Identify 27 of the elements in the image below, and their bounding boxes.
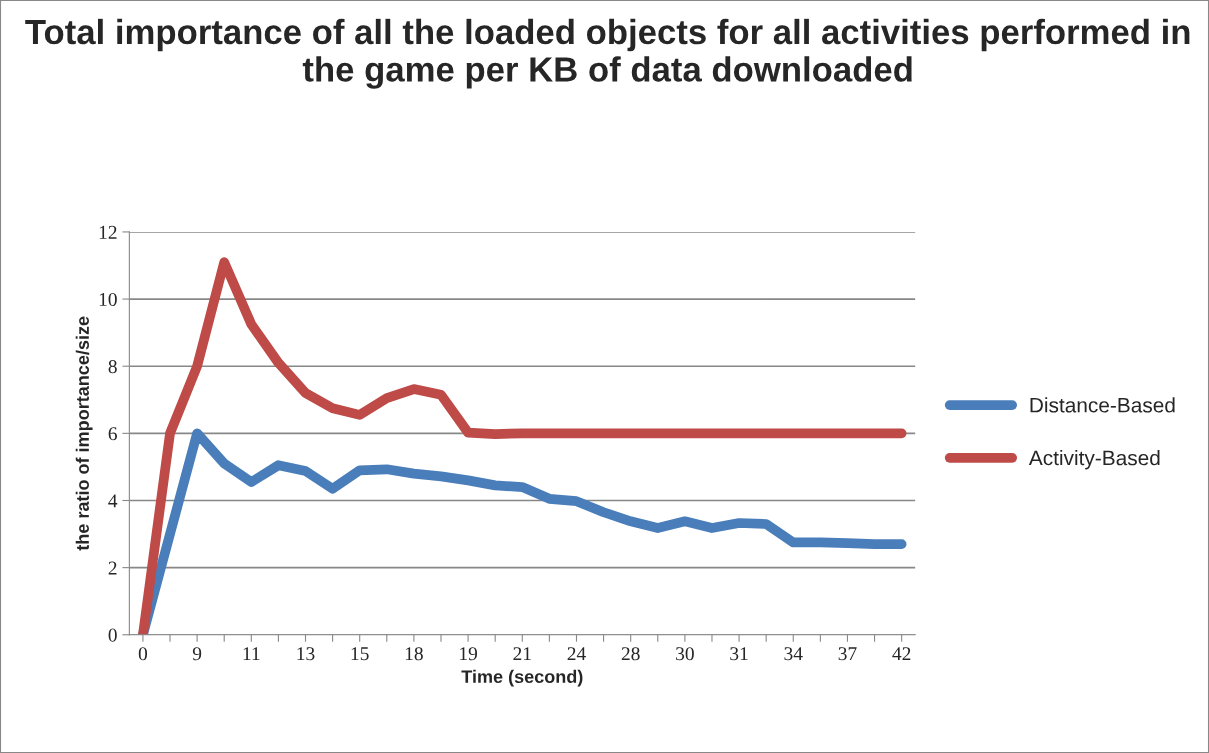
x-tick-label: 42 xyxy=(892,647,911,661)
x-tick-label: 9 xyxy=(192,647,202,661)
x-axis-title: Time (second) xyxy=(461,669,583,687)
y-tick-label: 12 xyxy=(99,225,117,239)
x-tick-label: 30 xyxy=(676,647,694,661)
x-tick-label: 28 xyxy=(621,647,640,661)
legend-label: Activity-Based xyxy=(1028,450,1160,470)
x-tick-label: 21 xyxy=(513,647,531,661)
y-tick-label: 2 xyxy=(108,561,117,575)
y-tick-label: 0 xyxy=(108,628,117,642)
x-tick-label: 18 xyxy=(405,647,423,661)
x-tick-label: 13 xyxy=(297,647,315,661)
y-tick-label: 4 xyxy=(108,494,118,508)
y-tick-label: 8 xyxy=(108,360,117,374)
x-tick-label: 11 xyxy=(243,647,260,661)
x-tick-label: 37 xyxy=(838,647,857,661)
y-tick-label: 6 xyxy=(108,427,117,441)
x-tick-label: 34 xyxy=(784,647,803,661)
x-tick-label: 15 xyxy=(351,647,369,661)
y-axis-title: the ratio of importance/size xyxy=(75,316,93,551)
chart-title: Total importance of all the loaded objects for all activities performed in the game per KB of data downloaded xyxy=(25,18,1190,89)
x-tick-label: 24 xyxy=(567,647,586,661)
x-tick-label: 19 xyxy=(460,647,478,661)
x-tick-label: 31 xyxy=(730,647,748,661)
legend-label: Distance-Based xyxy=(1030,397,1175,413)
x-tick-label: 0 xyxy=(138,647,148,661)
y-tick-label: 10 xyxy=(99,292,117,306)
